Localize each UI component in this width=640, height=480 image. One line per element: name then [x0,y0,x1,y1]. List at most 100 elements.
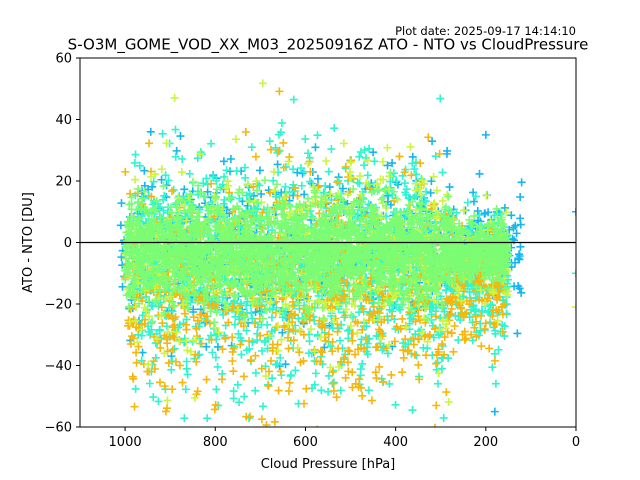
data-point-cyan-blue [383,161,392,170]
data-point-orange [256,331,265,340]
data-point-aquamarine [145,379,154,388]
data-point-aquamarine [169,185,178,194]
data-point-aquamarine [305,337,314,346]
data-point-yellow-green [231,135,240,144]
data-point-aquamarine [195,286,204,295]
data-point-aquamarine [297,181,306,190]
data-point-orange [246,412,255,421]
data-point-aquamarine [274,130,283,139]
data-point-orange [387,370,396,379]
data-point-orange [266,145,275,154]
data-point-aquamarine [289,95,298,104]
data-point-aquamarine [229,387,238,396]
data-point-aquamarine [490,349,499,358]
data-point-aquamarine [401,188,410,197]
data-point-aquamarine [286,371,295,380]
data-point-cyan-blue [277,188,286,197]
data-point-aquamarine [277,119,286,128]
data-point-orange [218,375,227,384]
data-point-aquamarine [421,187,430,196]
data-point-cyan-blue [148,182,157,191]
data-point-yellow-green [406,142,415,151]
data-point-aquamarine [273,360,282,369]
data-point-orange [348,368,357,377]
data-point-orange [333,327,342,336]
data-point-orange [245,337,254,346]
data-point-aquamarine [182,357,191,366]
data-point-orange [431,312,440,321]
data-point-aquamarine [160,191,169,200]
data-point-cyan-blue [213,342,222,351]
data-point-yellow-green [189,177,198,186]
data-point-aquamarine [248,314,257,323]
data-point-aquamarine [385,305,394,314]
data-point-aquamarine [237,350,246,359]
data-point-aquamarine [400,179,409,188]
data-point-aquamarine [471,192,480,201]
data-point-aquamarine [439,413,448,422]
data-point-orange [248,451,256,459]
data-point-orange [264,382,273,391]
data-point-orange [302,384,311,393]
data-point-orange [192,324,201,333]
data-point-aquamarine [370,157,379,166]
data-point-aquamarine [240,427,248,435]
data-point-aquamarine [436,94,445,103]
data-point-aquamarine [246,453,254,461]
data-point-aquamarine [410,192,419,201]
data-point-orange [480,324,489,333]
data-point-aquamarine [410,165,419,174]
data-point-aquamarine [131,384,140,393]
data-point-aquamarine [494,345,503,354]
data-point-aquamarine [138,311,147,320]
data-point-cyan-blue [338,184,347,193]
data-point-aquamarine [161,171,170,180]
data-point-aquamarine [436,329,445,338]
data-point-aquamarine [167,365,176,374]
data-point-aquamarine [268,374,277,383]
data-point-aquamarine [408,406,417,415]
data-point-orange [432,401,441,410]
data-point-aquamarine [399,339,408,348]
data-point-cyan-blue [515,255,524,264]
data-point-cyan-blue [510,282,519,291]
data-point-aquamarine [485,306,494,315]
data-point-aquamarine [363,171,372,180]
data-point-orange [450,322,459,331]
data-point-orange [344,367,353,376]
data-point-aquamarine [241,173,250,182]
data-point-aquamarine [324,371,333,380]
data-point-aquamarine [383,349,392,358]
data-point-orange [395,152,404,161]
data-point-yellow-green [482,191,491,200]
data-point-cyan-blue [180,185,189,194]
data-point-aquamarine [260,336,269,345]
data-point-orange [430,423,439,427]
data-point-orange [270,417,279,426]
data-point-aquamarine [253,336,262,345]
data-point-aquamarine [242,346,251,355]
data-point-orange [168,385,177,394]
data-point-aquamarine [500,322,509,331]
data-point-aquamarine [211,353,220,362]
chart-title: S-O3M_GOME_VOD_XX_M03_20250916Z ATO - NT… [68,36,589,55]
data-point-orange [398,368,407,377]
data-point-aquamarine [251,386,260,395]
data-point-aquamarine [155,326,164,335]
data-point-aquamarine [336,336,345,345]
data-point-cyan-blue [293,168,302,177]
data-point-orange [266,356,275,365]
data-point-orange [178,378,187,387]
data-point-orange [424,133,433,142]
data-point-aquamarine [144,327,153,336]
data-point-aquamarine [208,348,217,357]
data-point-aquamarine [382,212,391,221]
data-point-aquamarine [391,400,400,409]
data-point-cyan-blue [474,216,483,225]
data-point-cyan-blue [500,203,509,212]
data-point-orange [121,167,130,176]
data-point-aquamarine [412,170,421,179]
data-point-orange [422,351,431,360]
data-point-yellow-green [157,165,166,174]
data-point-aquamarine [149,393,158,402]
